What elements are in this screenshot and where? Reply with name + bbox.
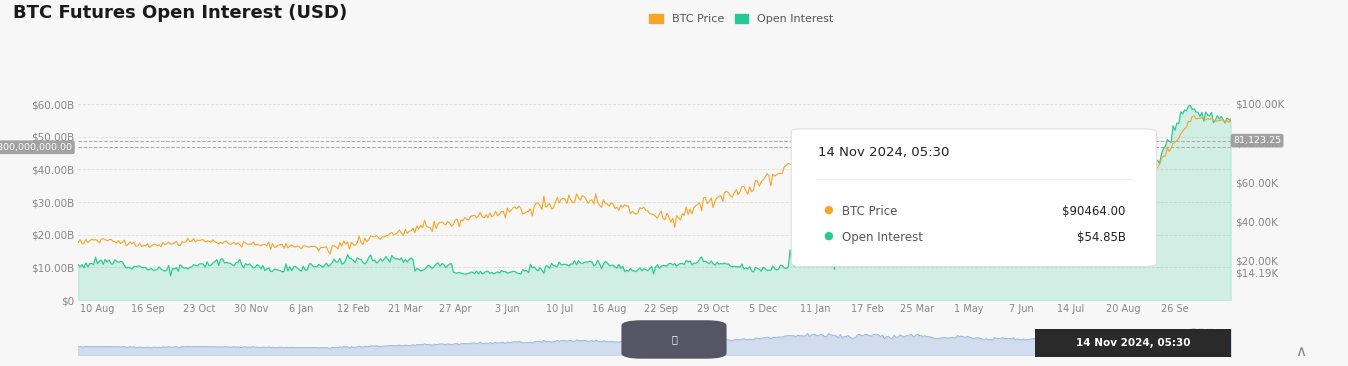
Text: BTC Price: BTC Price [842, 205, 898, 218]
Text: ⏸: ⏸ [671, 335, 677, 345]
Text: $54.85B: $54.85B [1077, 231, 1126, 244]
Text: ●: ● [824, 231, 833, 240]
Text: 46,800,000,000.00: 46,800,000,000.00 [0, 143, 73, 152]
Text: ∧: ∧ [1295, 344, 1306, 359]
Text: coinglass: coinglass [879, 219, 937, 232]
Text: $90464.00: $90464.00 [1062, 205, 1126, 218]
Text: ●: ● [824, 205, 833, 215]
Text: 14 Nov 2024, 05:30: 14 Nov 2024, 05:30 [818, 146, 949, 160]
Text: Open Interest: Open Interest [842, 231, 923, 244]
Text: 14 Nov 2024, 05:30: 14 Nov 2024, 05:30 [1076, 338, 1190, 348]
Text: 81,123.25: 81,123.25 [1233, 136, 1281, 145]
Legend: BTC Price, Open Interest: BTC Price, Open Interest [644, 9, 838, 29]
Text: BTC Futures Open Interest (USD): BTC Futures Open Interest (USD) [13, 4, 348, 22]
